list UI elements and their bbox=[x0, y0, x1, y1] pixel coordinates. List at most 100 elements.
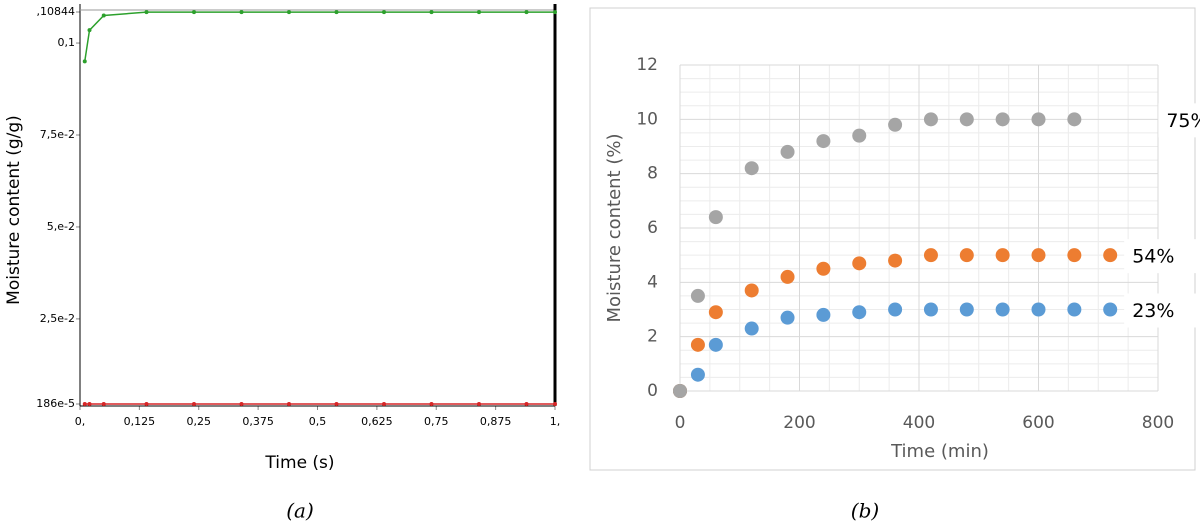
x-tick-label: 0,5 bbox=[309, 415, 327, 428]
chart-frame bbox=[589, 7, 1196, 471]
point bbox=[852, 305, 867, 320]
point bbox=[429, 10, 434, 15]
x-tick-label: 0,125 bbox=[124, 415, 156, 428]
point bbox=[959, 302, 974, 317]
y-tick-label: 2 bbox=[647, 327, 658, 347]
point bbox=[1031, 302, 1046, 317]
point bbox=[101, 402, 106, 406]
point bbox=[816, 134, 831, 149]
point bbox=[101, 13, 106, 18]
series-label: 54% bbox=[1132, 246, 1174, 268]
point bbox=[959, 248, 974, 263]
point bbox=[780, 144, 795, 159]
point bbox=[1103, 302, 1118, 317]
y-tick-label: 0 bbox=[647, 381, 658, 401]
x-tick-label: 0, bbox=[75, 415, 86, 428]
x-tick-label: 600 bbox=[1022, 413, 1054, 433]
series-label: 23% bbox=[1132, 300, 1174, 322]
x-axis-label: Time (s) bbox=[264, 453, 334, 473]
point bbox=[82, 402, 87, 406]
point bbox=[780, 269, 795, 284]
point bbox=[923, 112, 938, 127]
point bbox=[1103, 248, 1118, 263]
point bbox=[816, 261, 831, 276]
y-tick-label: 6 bbox=[647, 218, 658, 238]
y-tick-label: 5,e-2 bbox=[47, 220, 75, 233]
point bbox=[744, 161, 759, 176]
point bbox=[690, 337, 705, 352]
point bbox=[1067, 302, 1082, 317]
y-tick-label: 12 bbox=[636, 55, 658, 75]
point bbox=[477, 402, 481, 406]
point bbox=[1067, 112, 1082, 127]
point bbox=[287, 402, 291, 406]
x-axis-label: Time (min) bbox=[890, 441, 989, 462]
y-tick-label: 2,5e-2 bbox=[40, 312, 75, 325]
point bbox=[708, 337, 723, 352]
point bbox=[87, 28, 92, 33]
x-tick-label: 1, bbox=[550, 415, 561, 428]
x-tick-label: 0,25 bbox=[187, 415, 212, 428]
point bbox=[923, 248, 938, 263]
point bbox=[382, 402, 386, 406]
point bbox=[1067, 248, 1082, 263]
point bbox=[87, 402, 92, 406]
point bbox=[524, 402, 529, 406]
point bbox=[959, 112, 974, 127]
point bbox=[334, 10, 339, 15]
point bbox=[287, 10, 291, 15]
y-axis-label: Moisture content (%) bbox=[604, 134, 625, 323]
y-tick-label: 4 bbox=[647, 272, 658, 292]
x-tick-label: 200 bbox=[783, 413, 815, 433]
point bbox=[708, 305, 723, 320]
point bbox=[923, 302, 938, 317]
point bbox=[429, 402, 434, 406]
y-axis-label: Moisture content (g/g) bbox=[4, 115, 24, 305]
point bbox=[1031, 248, 1046, 263]
x-tick-label: 800 bbox=[1142, 413, 1174, 433]
point bbox=[477, 10, 481, 15]
point bbox=[708, 210, 723, 225]
point bbox=[524, 10, 529, 15]
point bbox=[995, 112, 1010, 127]
point bbox=[239, 402, 244, 406]
point bbox=[673, 384, 687, 398]
point bbox=[144, 10, 149, 15]
label-box bbox=[1124, 239, 1197, 274]
point bbox=[1031, 112, 1046, 127]
y-tick-label: 186e-5 bbox=[36, 397, 75, 410]
x-tick-label: 0 bbox=[675, 413, 686, 433]
label-box bbox=[1158, 103, 1200, 138]
point bbox=[334, 402, 339, 406]
point bbox=[382, 10, 386, 15]
caption: (a) bbox=[286, 499, 314, 523]
point bbox=[192, 402, 196, 406]
point bbox=[888, 117, 903, 132]
point bbox=[553, 402, 557, 406]
x-tick-label: 0,875 bbox=[480, 415, 512, 428]
series-label: 75% bbox=[1166, 110, 1200, 132]
x-tick-label: 0,625 bbox=[361, 415, 393, 428]
point bbox=[82, 59, 87, 64]
y-tick-label: 10 bbox=[636, 109, 658, 129]
point bbox=[744, 321, 759, 336]
point bbox=[888, 302, 903, 317]
point bbox=[816, 307, 831, 322]
x-tick-label: 0,375 bbox=[242, 415, 274, 428]
point bbox=[852, 128, 867, 143]
point bbox=[239, 10, 244, 15]
point bbox=[888, 253, 903, 268]
y-tick-label: 7,5e-2 bbox=[40, 128, 75, 141]
caption: (b) bbox=[851, 499, 879, 523]
x-tick-label: 0,75 bbox=[424, 415, 449, 428]
y-tick-label: 0,1 bbox=[58, 36, 76, 49]
y-tick-label: ,10844 bbox=[37, 5, 76, 18]
y-tick-label: 8 bbox=[647, 164, 658, 184]
label-box bbox=[1124, 293, 1197, 328]
point bbox=[744, 283, 759, 298]
point bbox=[780, 310, 795, 325]
point bbox=[192, 10, 196, 15]
point bbox=[144, 402, 149, 406]
point bbox=[690, 367, 705, 382]
